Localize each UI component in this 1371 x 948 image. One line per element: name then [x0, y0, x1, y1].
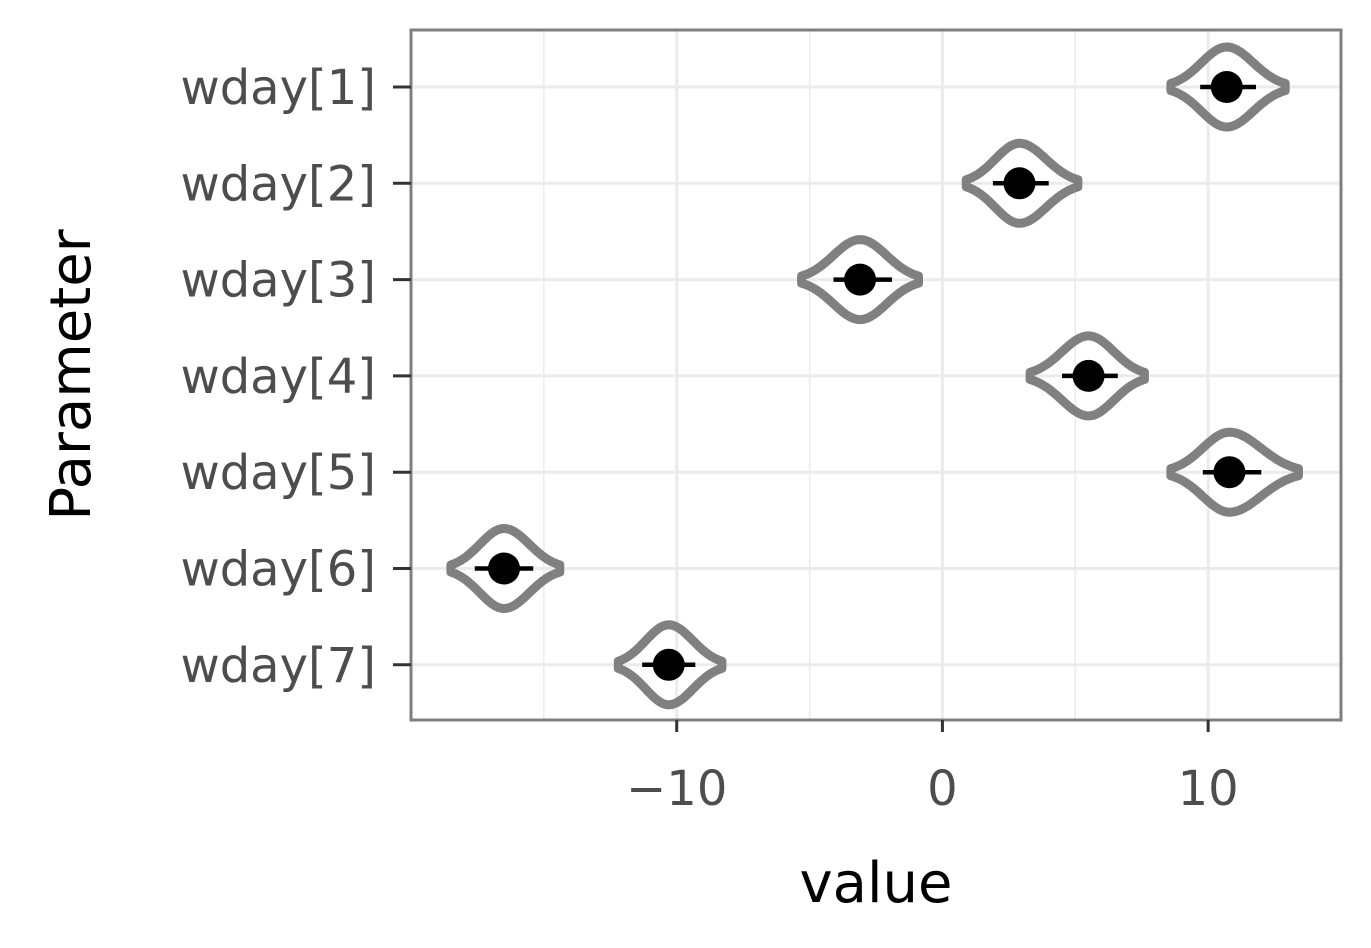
y-tick-label: wday[1] — [180, 60, 376, 116]
y-tick-label: wday[4] — [180, 349, 376, 405]
y-axis: wday[1] wday[2] wday[3] wday[4] wday[5] wday[… — [180, 60, 411, 694]
points — [488, 71, 1246, 681]
point-1 — [1210, 71, 1243, 103]
point-7 — [652, 648, 685, 681]
point-2 — [1003, 167, 1036, 200]
violin-4 — [1025, 331, 1149, 421]
x-tick-label: 10 — [1178, 761, 1239, 817]
y-tick-label: wday[3] — [180, 253, 376, 309]
y-tick-label: wday[2] — [180, 156, 376, 212]
y-tick-label: wday[5] — [180, 445, 376, 501]
point-5 — [1213, 456, 1246, 489]
major-gridlines — [411, 30, 1341, 720]
point-3 — [844, 263, 877, 296]
violin-5 — [1166, 427, 1303, 517]
point-4 — [1072, 359, 1105, 392]
violins — [446, 42, 1303, 710]
violin-3 — [797, 235, 923, 325]
x-tick-label: −10 — [626, 761, 727, 817]
point-6 — [488, 552, 520, 585]
violin-2 — [961, 138, 1083, 228]
violin-7 — [613, 620, 727, 710]
y-tick-label: wday[7] — [180, 638, 376, 694]
violin-6 — [446, 524, 565, 613]
x-axis: −10 0 10 — [626, 720, 1239, 817]
x-axis-title: value — [800, 851, 953, 916]
violin-1 — [1166, 42, 1290, 132]
y-axis-title: Parameter — [39, 228, 104, 520]
y-tick-label: wday[6] — [180, 542, 376, 598]
x-tick-label: 0 — [927, 761, 958, 817]
